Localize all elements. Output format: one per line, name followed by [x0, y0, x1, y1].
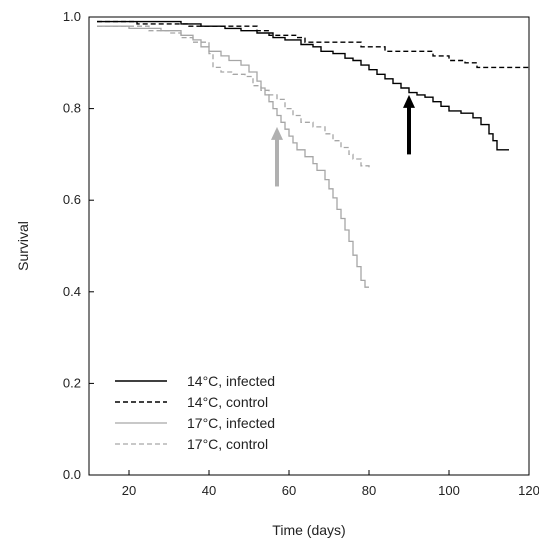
series-line-0 — [97, 20, 509, 151]
y-axis-title: Survival — [15, 221, 31, 271]
series-line-3 — [97, 25, 370, 169]
y-tick-label: 1.0 — [63, 9, 81, 24]
y-tick-label: 0.0 — [63, 467, 81, 482]
arrow-head-1 — [271, 126, 283, 140]
legend: 14°C, infected 14°C, control 17°C, infecte… — [115, 373, 275, 452]
ticks-layer: 20 40 60 80 100 120 0.0 0.2 0.4 0.6 0.8 1.0 — [63, 9, 539, 498]
series-line-2 — [97, 25, 369, 288]
y-tick-label: 0.4 — [63, 284, 81, 299]
y-tick-label: 0.2 — [63, 375, 81, 390]
series-layer — [97, 20, 530, 288]
legend-label-3: 17°C, control — [187, 436, 268, 452]
x-tick-label: 20 — [122, 483, 136, 498]
x-tick-label: 60 — [282, 483, 296, 498]
y-tick-label: 0.6 — [63, 192, 81, 207]
x-tick-label: 80 — [362, 483, 376, 498]
legend-label-0: 14°C, infected — [187, 373, 275, 389]
x-tick-label: 40 — [202, 483, 216, 498]
annotation-layer — [271, 94, 415, 187]
x-tick-label: 120 — [518, 483, 539, 498]
y-tick-label: 0.8 — [63, 101, 81, 116]
x-axis-title: Time (days) — [272, 522, 345, 538]
series-line-1 — [97, 20, 530, 70]
x-tick-label: 100 — [438, 483, 460, 498]
legend-label-1: 14°C, control — [187, 394, 268, 410]
arrow-head-0 — [403, 94, 415, 108]
legend-label-2: 17°C, infected — [187, 415, 275, 431]
plot-frame — [88, 16, 530, 476]
